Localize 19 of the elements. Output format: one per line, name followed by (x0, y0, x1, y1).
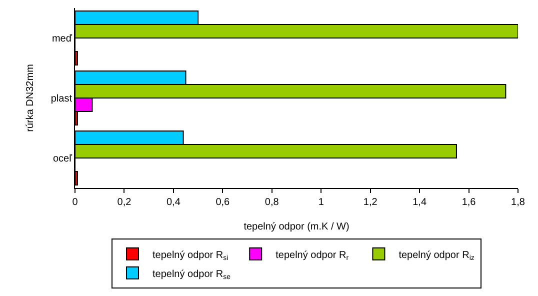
x-tick-label: 0,4 (166, 197, 181, 208)
x-tick-label: 0,8 (264, 197, 280, 208)
x-tick-label: 0,2 (117, 197, 132, 208)
legend-label: tepelný odpor R$_{se}$ (152, 268, 231, 281)
y-tick-label: oceľ (52, 154, 74, 164)
legend-label: tepelný odpor R$_{r}$ (276, 250, 350, 262)
x-tick-label: 0 (72, 197, 78, 208)
x-tick-label: 0,6 (216, 197, 230, 208)
y-tick-label: plast (50, 94, 72, 104)
x-axis-title: tepelný odpor (m.K / W) (244, 222, 350, 232)
y-axis-title: rúrka DN32mm (24, 64, 36, 132)
x-tick-label: 1,2 (363, 197, 378, 208)
x-tick-label: 1,8 (511, 197, 526, 208)
x-tick-label: 1,4 (412, 197, 427, 208)
x-tick-label: 1,6 (462, 197, 476, 208)
legend-label: tepelný odpor R$_{iz}$ (398, 250, 475, 262)
y-tick-label: meď (52, 34, 73, 44)
legend-label: tepelný odpor R$_{si}$ (152, 250, 229, 262)
x-tick-label: 1 (318, 197, 324, 208)
